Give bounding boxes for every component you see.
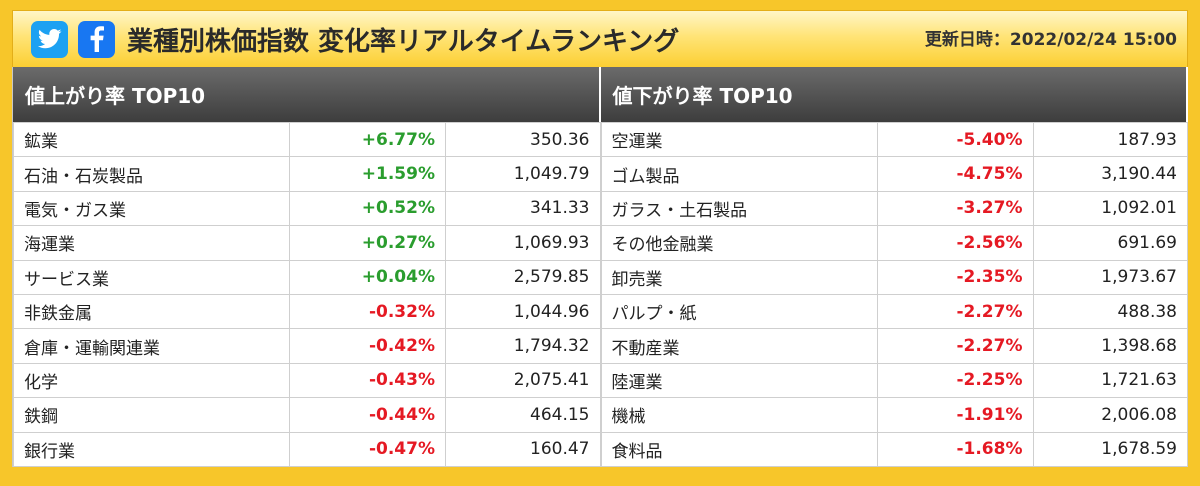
change-rate: -5.40%: [876, 121, 1034, 158]
index-value: 2,006.08: [1032, 397, 1188, 433]
index-value: 1,044.96: [445, 293, 601, 330]
index-value: 1,069.93: [445, 225, 601, 261]
updated-timestamp: 更新日時：2022/02/24 15:00: [924, 30, 1177, 50]
table-row[interactable]: ガラス・土石製品 -3.27% 1,092.01: [600, 190, 1188, 227]
industry-name[interactable]: サービス業: [13, 259, 290, 295]
index-value: 1,049.79: [445, 156, 601, 192]
table-row[interactable]: 海運業 +0.27% 1,069.93: [13, 225, 601, 261]
change-rate: +6.77%: [289, 121, 446, 158]
change-rate: +1.59%: [289, 156, 446, 192]
index-value: 160.47: [445, 431, 601, 467]
index-value: 187.93: [1032, 121, 1188, 158]
index-value: 2,579.85: [445, 259, 601, 295]
industry-name[interactable]: 海運業: [13, 225, 290, 261]
industry-name[interactable]: 銀行業: [13, 431, 290, 467]
facebook-share-button[interactable]: [78, 20, 115, 58]
change-rate: +0.04%: [289, 259, 446, 295]
index-value: 1,973.67: [1032, 259, 1188, 295]
facebook-f-icon: [90, 26, 104, 52]
index-value: 464.15: [445, 397, 601, 433]
index-value: 341.33: [445, 190, 601, 227]
table-row[interactable]: 鉱業 +6.77% 350.36: [13, 121, 601, 158]
change-rate: -2.27%: [876, 293, 1034, 330]
industry-name[interactable]: 化学: [13, 362, 290, 399]
change-rate: -0.43%: [289, 362, 446, 399]
change-rate: -0.42%: [289, 328, 446, 364]
industry-name[interactable]: 空運業: [600, 121, 878, 158]
industry-name[interactable]: 非鉄金属: [13, 293, 290, 330]
table-row[interactable]: サービス業 +0.04% 2,579.85: [13, 259, 601, 295]
industry-name[interactable]: 卸売業: [600, 259, 878, 295]
table-row[interactable]: 空運業 -5.40% 187.93: [600, 121, 1188, 158]
change-rate: +0.52%: [289, 190, 446, 227]
index-value: 1,678.59: [1032, 431, 1188, 467]
index-value: 3,190.44: [1032, 156, 1188, 192]
industry-name[interactable]: 不動産業: [600, 328, 878, 364]
change-rate: -1.91%: [876, 397, 1034, 433]
industry-name[interactable]: 石油・石炭製品: [13, 156, 290, 192]
change-rate: -2.56%: [876, 225, 1034, 261]
table-row[interactable]: 電気・ガス業 +0.52% 341.33: [13, 190, 601, 227]
change-rate: -2.25%: [876, 362, 1034, 399]
industry-name[interactable]: パルプ・紙: [600, 293, 878, 330]
table-row[interactable]: パルプ・紙 -2.27% 488.38: [600, 293, 1188, 330]
change-rate: -3.27%: [876, 190, 1034, 227]
widget-header: 業種別株価指数 変化率リアルタイムランキング 更新日時：2022/02/24 1…: [12, 10, 1188, 67]
gainers-table: 鉱業 +6.77% 350.36 石油・石炭製品 +1.59% 1,049.79 電気・ガス…: [13, 121, 601, 467]
index-value: 1,398.68: [1032, 328, 1188, 364]
industry-name[interactable]: 倉庫・運輸関連業: [13, 328, 290, 364]
change-rate: +0.27%: [289, 225, 446, 261]
change-rate: -2.35%: [876, 259, 1034, 295]
gainers-panel: 値上がり率 TOP10 鉱業 +6.77% 350.36 石油・石炭製品 +1.59% 1…: [13, 67, 601, 467]
change-rate: -2.27%: [876, 328, 1034, 364]
table-row[interactable]: 化学 -0.43% 2,075.41: [13, 362, 601, 399]
table-row[interactable]: 機械 -1.91% 2,006.08: [600, 397, 1188, 433]
table-row[interactable]: 銀行業 -0.47% 160.47: [13, 431, 601, 467]
industry-name[interactable]: ガラス・土石製品: [600, 190, 878, 227]
index-value: 1,721.63: [1032, 362, 1188, 399]
change-rate: -4.75%: [876, 156, 1034, 192]
twitter-share-button[interactable]: [31, 20, 68, 58]
losers-table: 空運業 -5.40% 187.93 ゴム製品 -4.75% 3,190.44 ガラス・土石製…: [600, 121, 1189, 467]
twitter-bird-icon: [37, 29, 61, 49]
change-rate: -1.68%: [876, 431, 1034, 467]
industry-name[interactable]: 電気・ガス業: [13, 190, 290, 227]
table-row[interactable]: 鉄鋼 -0.44% 464.15: [13, 397, 601, 433]
ranking-tables: 値上がり率 TOP10 鉱業 +6.77% 350.36 石油・石炭製品 +1.59% 1…: [12, 67, 1188, 467]
industry-name[interactable]: 陸運業: [600, 362, 878, 399]
table-row[interactable]: 倉庫・運輸関連業 -0.42% 1,794.32: [13, 328, 601, 364]
index-value: 350.36: [445, 121, 601, 158]
change-rate: -0.32%: [289, 293, 446, 330]
table-row[interactable]: 陸運業 -2.25% 1,721.63: [600, 362, 1188, 399]
table-row[interactable]: 卸売業 -2.35% 1,973.67: [600, 259, 1188, 295]
index-value: 691.69: [1032, 225, 1188, 261]
industry-name[interactable]: その他金融業: [600, 225, 878, 261]
losers-title: 値下がり率 TOP10: [600, 67, 1188, 122]
index-value: 2,075.41: [445, 362, 601, 399]
industry-name[interactable]: ゴム製品: [600, 156, 878, 192]
table-row[interactable]: その他金融業 -2.56% 691.69: [600, 225, 1188, 261]
table-row[interactable]: 非鉄金属 -0.32% 1,044.96: [13, 293, 601, 330]
losers-panel: 値下がり率 TOP10 空運業 -5.40% 187.93 ゴム製品 -4.75% 3,1…: [600, 67, 1189, 467]
industry-name[interactable]: 機械: [600, 397, 878, 433]
table-row[interactable]: 食料品 -1.68% 1,678.59: [600, 431, 1188, 467]
index-value: 488.38: [1032, 293, 1188, 330]
page-title: 業種別株価指数 変化率リアルタイムランキング: [127, 26, 680, 57]
table-row[interactable]: ゴム製品 -4.75% 3,190.44: [600, 156, 1188, 192]
industry-name[interactable]: 鉄鋼: [13, 397, 290, 433]
industry-name[interactable]: 鉱業: [13, 121, 290, 158]
industry-name[interactable]: 食料品: [600, 431, 878, 467]
change-rate: -0.44%: [289, 397, 446, 433]
table-row[interactable]: 不動産業 -2.27% 1,398.68: [600, 328, 1188, 364]
index-value: 1,092.01: [1032, 190, 1188, 227]
index-value: 1,794.32: [445, 328, 601, 364]
change-rate: -0.47%: [289, 431, 446, 467]
table-row[interactable]: 石油・石炭製品 +1.59% 1,049.79: [13, 156, 601, 192]
gainers-title: 値上がり率 TOP10: [13, 67, 601, 122]
